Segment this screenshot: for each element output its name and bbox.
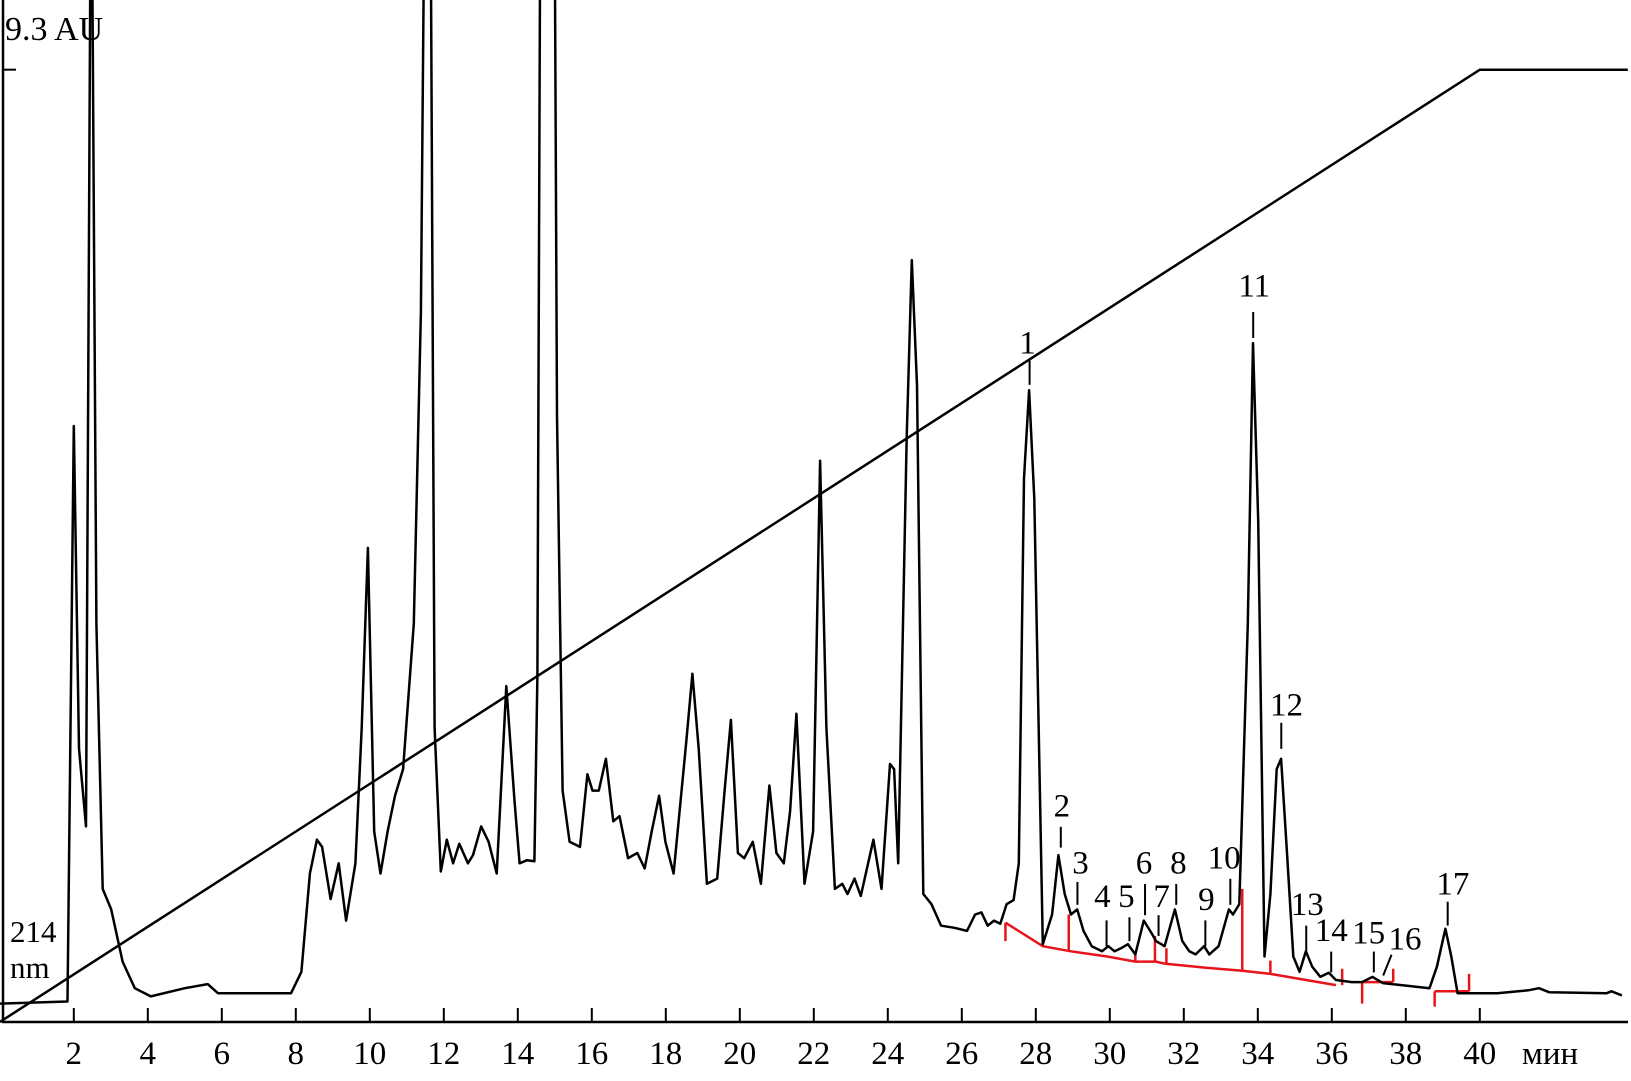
x-tick-label: 28 <box>1019 1036 1052 1072</box>
x-tick-label: 8 <box>288 1036 305 1072</box>
x-tick-label: 10 <box>353 1036 386 1072</box>
x-tick-label: 12 <box>427 1036 460 1072</box>
x-tick-label: 38 <box>1389 1036 1422 1072</box>
x-tick-label: 24 <box>871 1036 904 1072</box>
peak-label-5: 5 <box>1118 879 1135 915</box>
integration-baseline <box>1004 921 1337 987</box>
peak-label-15: 15 <box>1352 915 1385 951</box>
peak-label-12: 12 <box>1270 688 1303 724</box>
peak-label-11: 11 <box>1238 268 1270 304</box>
peak-label-16: 16 <box>1389 922 1422 958</box>
x-tick-label: 18 <box>649 1036 682 1072</box>
x-tick-label: 40 <box>1463 1036 1496 1072</box>
y-scale-label: 9.3 AU <box>5 11 103 48</box>
x-tick-label: 16 <box>575 1036 608 1072</box>
x-tick-label: 4 <box>140 1036 157 1072</box>
peak-label-14: 14 <box>1315 913 1348 949</box>
peak-label-9: 9 <box>1198 882 1215 918</box>
peak-label-13: 13 <box>1291 887 1324 923</box>
x-tick-label: 22 <box>797 1036 830 1072</box>
wavelength-label-unit: nm <box>10 950 50 985</box>
x-tick-label: 32 <box>1167 1036 1200 1072</box>
peak-label-3: 3 <box>1072 846 1089 882</box>
x-tick-label: 20 <box>723 1036 756 1072</box>
peak-label-2: 2 <box>1054 788 1071 824</box>
peak-label-6: 6 <box>1136 846 1153 882</box>
x-axis-label: мин <box>1522 1036 1578 1072</box>
peak-label-10: 10 <box>1208 840 1241 876</box>
gradient-line <box>0 68 1628 1024</box>
peak-label-8: 8 <box>1170 846 1187 882</box>
x-tick-label: 30 <box>1093 1036 1126 1072</box>
wavelength-label-value: 214 <box>10 914 57 949</box>
peak-label-17: 17 <box>1436 866 1469 902</box>
x-tick-label: 36 <box>1315 1036 1348 1072</box>
x-tick-label: 2 <box>66 1036 83 1072</box>
peak-label-7: 7 <box>1153 879 1170 915</box>
peak-leader-line-16 <box>1382 954 1393 976</box>
peak-label-4: 4 <box>1094 879 1111 915</box>
x-tick-label: 26 <box>945 1036 978 1072</box>
x-tick-label: 34 <box>1241 1036 1274 1072</box>
x-tick-label: 14 <box>501 1036 534 1072</box>
x-tick-label: 6 <box>214 1036 231 1072</box>
peak-label-1: 1 <box>1019 326 1036 362</box>
chromatogram-trace <box>0 0 1623 1005</box>
